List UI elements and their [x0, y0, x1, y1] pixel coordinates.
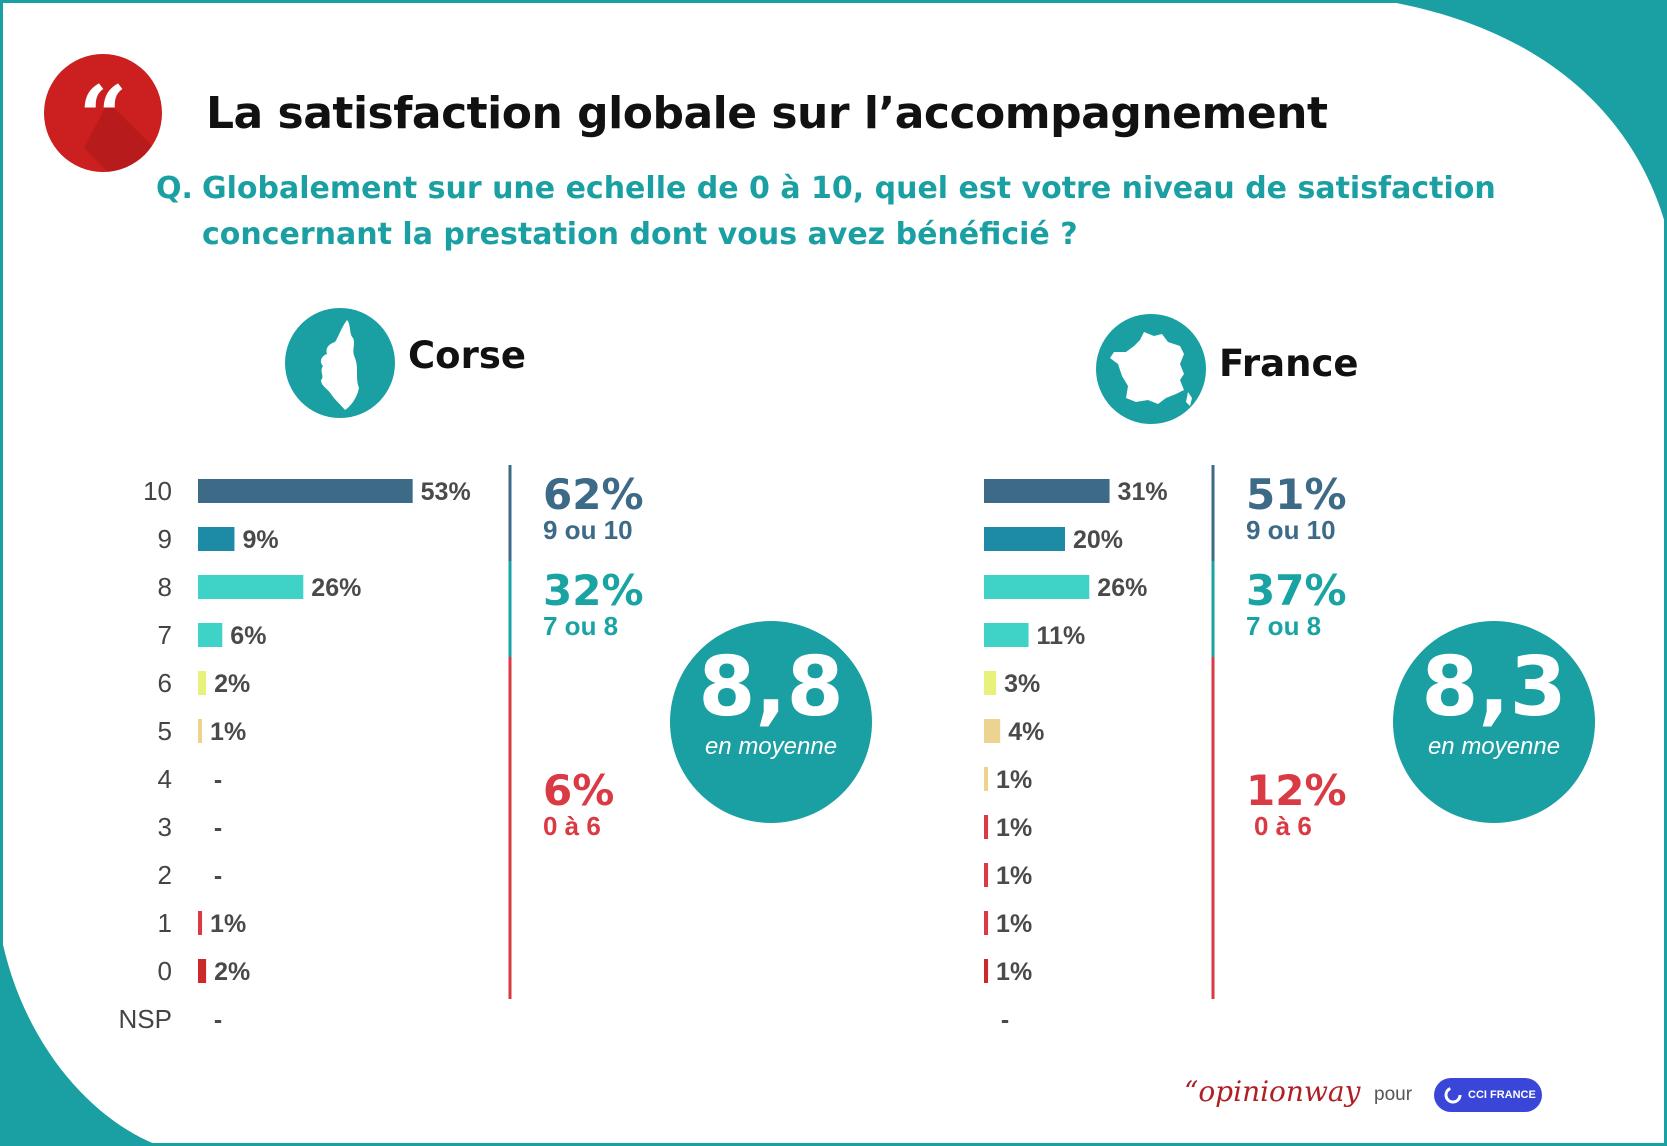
- group-value-france: 12%: [1246, 766, 1347, 815]
- data-label: 1%: [996, 766, 1032, 794]
- group-value-corse: 6%: [543, 766, 614, 815]
- svg-text:“: “: [79, 67, 127, 166]
- france-map-icon: [1096, 314, 1206, 424]
- bar-corse-10: [198, 479, 413, 503]
- data-label: 20%: [1073, 526, 1123, 554]
- bar-france-2: [984, 863, 989, 887]
- opinionway-logo: “opinionway: [1184, 1075, 1360, 1108]
- category-label: 9: [158, 524, 172, 554]
- question-prefix: Q.: [156, 171, 193, 206]
- cci-logo-icon: [1444, 1086, 1462, 1104]
- frame-bottom-left-swoosh: [0, 930, 160, 1146]
- region-name-corse: Corse: [408, 334, 526, 377]
- data-label: 31%: [1118, 478, 1168, 506]
- bar-corse-0: [198, 959, 207, 983]
- data-label: 53%: [421, 478, 471, 506]
- average-label-corse: en moyenne: [704, 733, 838, 760]
- category-label: 8: [158, 572, 172, 602]
- data-label: -: [214, 862, 222, 890]
- group-label-corse: 0 à 6: [543, 811, 601, 841]
- bar-corse-8: [198, 575, 304, 599]
- bar-corse-7: [198, 623, 223, 647]
- category-label: 2: [158, 860, 172, 890]
- quote-badge: “: [44, 54, 162, 172]
- cci-france-logo: CCI FRANCE: [1434, 1078, 1542, 1112]
- bar-france-10: [984, 479, 1110, 503]
- data-label: 1%: [210, 910, 246, 938]
- frame-top-right-swoosh: [1380, 0, 1667, 230]
- data-label: 3%: [1004, 670, 1040, 698]
- category-label: 7: [158, 620, 172, 650]
- average-value-corse: 8,8: [698, 640, 844, 735]
- data-label: 11%: [1037, 622, 1086, 650]
- group-value-corse: 32%: [543, 566, 644, 615]
- group-label-corse: 9 ou 10: [543, 515, 633, 545]
- bar-france-9: [984, 527, 1065, 551]
- data-label: -: [214, 766, 222, 794]
- average-circle-corse: 8,8 en moyenne: [670, 621, 872, 823]
- brand-name: opinionway: [1198, 1075, 1361, 1108]
- cci-label: CCI FRANCE: [1468, 1089, 1536, 1101]
- average-value-france: 8,3: [1421, 640, 1567, 735]
- data-label: 1%: [210, 718, 246, 746]
- region-name-france: France: [1219, 342, 1359, 385]
- data-label: 2%: [214, 670, 250, 698]
- bar-france-0: [984, 959, 989, 983]
- group-value-france: 37%: [1246, 566, 1347, 615]
- category-label: 4: [158, 764, 172, 794]
- group-label-france: 9 ou 10: [1246, 515, 1336, 545]
- quote-icon: “: [79, 67, 162, 172]
- category-label: 6: [158, 668, 172, 698]
- data-label: 4%: [1008, 718, 1044, 746]
- brand-quote-mark: “: [1184, 1075, 1199, 1108]
- bar-france-7: [984, 623, 1029, 647]
- question-text: Q. Globalement sur une echelle de 0 à 10…: [156, 166, 1556, 258]
- data-label: 1%: [996, 814, 1032, 842]
- category-label: 3: [158, 812, 172, 842]
- bar-corse-1: [198, 911, 203, 935]
- page-title: La satisfaction globale sur l’accompagne…: [206, 88, 1328, 139]
- data-label: 9%: [242, 526, 278, 554]
- data-label: 1%: [996, 958, 1032, 986]
- data-label: 1%: [996, 862, 1032, 890]
- data-label: 1%: [996, 910, 1032, 938]
- bar-france-4: [984, 767, 989, 791]
- bar-france-8: [984, 575, 1090, 599]
- bar-corse-9: [198, 527, 235, 551]
- corsica-map-icon: [285, 308, 395, 418]
- data-label: -: [214, 814, 222, 842]
- group-label-france: 7 ou 8: [1246, 611, 1321, 641]
- bar-corse-5: [198, 719, 203, 743]
- bar-france-6: [984, 671, 997, 695]
- data-label: 26%: [1097, 574, 1147, 602]
- category-label: 0: [158, 956, 172, 986]
- data-label: 26%: [311, 574, 361, 602]
- bar-france-1: [984, 911, 989, 935]
- group-label-corse: 7 ou 8: [543, 611, 618, 641]
- group-value-france: 51%: [1246, 470, 1347, 519]
- data-label: -: [214, 1006, 222, 1034]
- group-value-corse: 62%: [543, 470, 644, 519]
- bar-france-5: [984, 719, 1001, 743]
- category-label: 1: [158, 908, 172, 938]
- data-label: 6%: [230, 622, 266, 650]
- bar-corse-6: [198, 671, 207, 695]
- data-label: -: [1001, 1006, 1009, 1034]
- average-circle-france: 8,3 en moyenne: [1393, 621, 1595, 823]
- data-label: 2%: [214, 958, 250, 986]
- question-body: Globalement sur une echelle de 0 à 10, q…: [202, 171, 1496, 252]
- footer-pour: pour: [1374, 1084, 1413, 1105]
- category-label: 10: [143, 476, 172, 506]
- category-label: 5: [158, 716, 172, 746]
- group-label-france: 0 à 6: [1254, 811, 1312, 841]
- average-label-france: en moyenne: [1427, 733, 1561, 760]
- bar-france-3: [984, 815, 989, 839]
- category-label: NSP: [119, 1004, 172, 1034]
